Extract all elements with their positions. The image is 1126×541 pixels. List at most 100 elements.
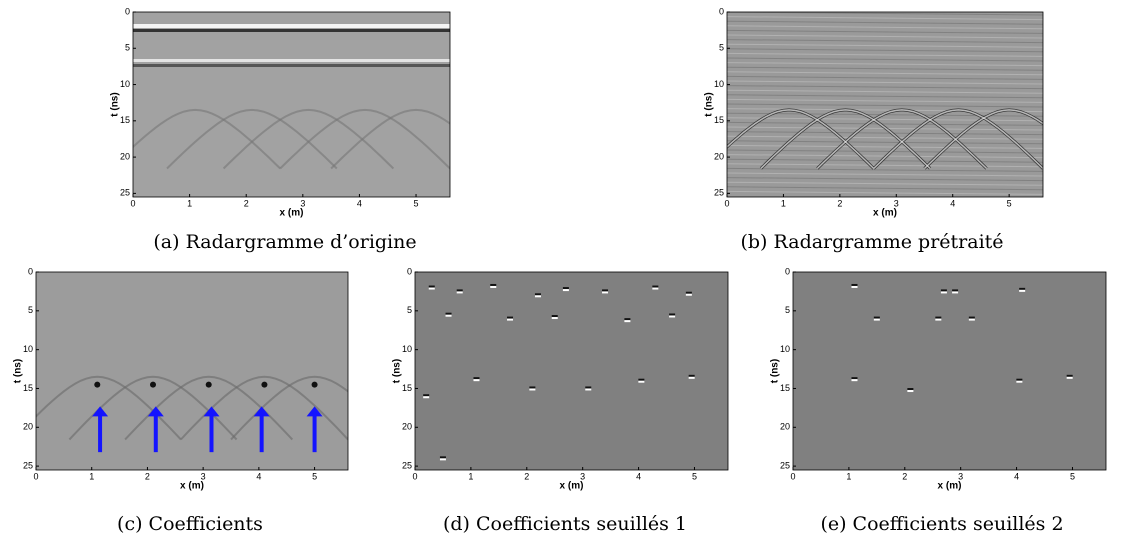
texture [727,34,1043,39]
x-tick-label: 3 [894,198,899,208]
coefficient-spot [311,381,318,388]
coefficient-spot [585,388,592,391]
coefficient-spot [952,289,959,292]
x-tick-label: 5 [1007,198,1012,208]
x-tick-label: 0 [33,471,38,481]
coefficient-spot [445,312,452,315]
texture [727,94,1043,99]
texture [727,108,1043,113]
texture [727,71,1043,76]
coefficient-spot [439,456,446,459]
coefficient-spot [688,374,695,377]
texture [727,48,1043,53]
y-tick-label: 15 [23,383,33,393]
texture [727,131,1043,136]
radargram-image [133,12,450,197]
y-tick-label: 0 [125,6,130,16]
reflection-hyperbola [222,108,395,170]
coefficient-spot [652,285,659,288]
x-axis-label: x (m) [560,481,584,492]
band [133,64,450,67]
reflection-hyperbola [330,108,450,170]
coefficient-spot [529,386,536,389]
coefficient-spot [551,315,558,318]
x-tick-label: 0 [130,198,135,208]
image-background [36,272,348,470]
coefficient-spot [873,318,880,321]
coefficient-spot [473,377,480,380]
coefficient-spot [669,315,676,318]
x-tick-label: 0 [790,471,795,481]
arrow-head [253,406,270,417]
arrow-head [147,406,164,417]
caption: (e) Coefficients seuillés 2 [820,513,1063,535]
texture [727,29,1043,34]
coefficient-spot [688,376,695,379]
texture [727,43,1043,48]
y-tick-label: 20 [402,422,412,432]
texture [727,140,1043,145]
caption: (d) Coefficients seuillés 1 [443,513,687,535]
texture [727,52,1043,57]
x-tick-label: 2 [837,198,842,208]
plot-frame [726,11,1044,198]
coefficient-spot [423,396,430,399]
y-tick-label: 5 [785,305,790,315]
x-tick-label: 2 [244,198,249,208]
coefficient-spot [551,317,558,320]
coefficient-spot [94,381,101,388]
x-tick-label: 1 [781,198,786,208]
coefficient-spot [534,295,541,298]
coefficient-spot [1019,289,1026,292]
x-tick-label: 2 [524,471,529,481]
coefficient-spot [851,377,858,380]
coefficient-spot [968,318,975,321]
x-tick-label: 5 [312,471,317,481]
y-tick-label: 0 [719,6,724,16]
coefficient-spot [935,316,942,319]
x-tick-label: 4 [357,198,362,208]
x-tick-label: 0 [724,198,729,208]
y-tick-label: 25 [120,188,130,198]
coefficient-spot [935,318,942,321]
coefficient-spot [261,381,268,388]
y-tick-label: 10 [780,344,790,354]
y-tick-label: 25 [402,460,412,470]
radargram-image [36,272,348,470]
coefficient-spot [1016,378,1023,381]
reflection-hyperbola [816,109,988,170]
x-tick-label: 0 [412,471,417,481]
x-tick-label: 4 [1014,471,1019,481]
y-axis-label: t (ns) [110,92,121,116]
y-tick-label: 10 [402,344,412,354]
coefficient-spot [585,386,592,389]
texture [727,167,1043,172]
coefficient-spot [873,316,880,319]
x-tick-label: 1 [468,471,473,481]
texture [727,66,1043,71]
texture [727,158,1043,163]
texture [727,135,1043,140]
coefficient-spot [150,381,156,388]
band [133,59,450,62]
coefficient-spot [907,390,914,393]
texture [727,181,1043,186]
texture [727,172,1043,177]
coefficient-spot [685,293,692,296]
coefficient-spot [907,388,914,391]
coefficient-spot [940,291,947,294]
x-tick-label: 1 [846,471,851,481]
coefficient-spot [669,313,676,316]
coefficient-spot [456,289,463,292]
texture [727,16,1043,21]
x-tick-label: 4 [950,198,955,208]
texture [727,121,1043,126]
y-tick-label: 10 [23,344,33,354]
y-tick-label: 5 [407,305,412,315]
y-tick-label: 5 [125,43,130,53]
texture [727,25,1043,30]
plot-frame [35,271,349,471]
coefficient-spot [638,380,645,383]
image-background [793,272,1106,470]
